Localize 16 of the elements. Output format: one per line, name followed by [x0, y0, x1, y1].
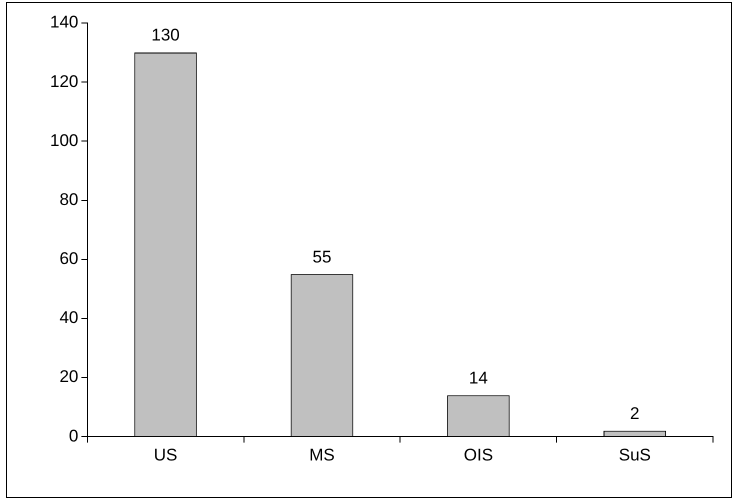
y-tick-label: 140: [50, 12, 78, 32]
data-label: 55: [312, 247, 332, 266]
y-tick-label: 120: [50, 72, 78, 91]
x-tick-label: SuS: [618, 445, 651, 464]
y-tick-label: 60: [59, 249, 78, 268]
x-tick-label: OIS: [464, 445, 494, 464]
x-tick-label: US: [154, 445, 178, 464]
data-label: 2: [630, 404, 640, 423]
y-tick-label: 0: [68, 426, 78, 446]
y-tick-label: 20: [59, 367, 78, 386]
data-label: 14: [468, 368, 488, 388]
x-tick-label: MS: [309, 445, 335, 464]
y-tick-label: 40: [59, 308, 78, 328]
y-tick-label: 80: [59, 190, 78, 209]
y-tick-label: 100: [50, 130, 78, 150]
data-label: 130: [151, 26, 180, 45]
